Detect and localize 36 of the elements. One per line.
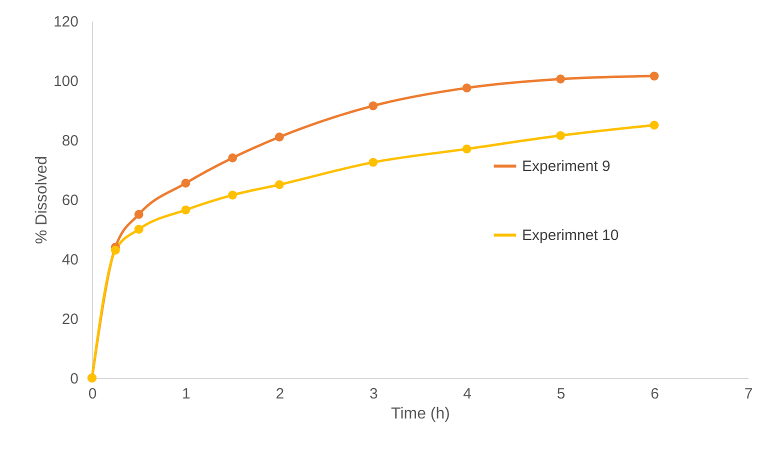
x-tick-label: 4 [463, 386, 472, 402]
y-tick-label: 60 [62, 192, 78, 209]
legend-label: Experimnet 10 [522, 227, 619, 244]
y-tick-label: 80 [62, 132, 78, 150]
y-tick-label: 0 [70, 370, 78, 388]
legend-label: Experiment 9 [522, 158, 610, 176]
point [274, 180, 284, 190]
point [134, 210, 144, 219]
point [556, 74, 566, 84]
point [181, 178, 190, 188]
point [181, 205, 190, 214]
x-tick-label: 5 [556, 386, 566, 402]
y-tick-label: 40 [62, 252, 78, 268]
x-tick-label: 3 [369, 386, 378, 402]
x-tick-label: 2 [276, 386, 284, 402]
x-tick-label: 0 [88, 386, 97, 402]
y-tick-label: 120 [53, 14, 78, 30]
point [228, 153, 238, 162]
point [274, 132, 284, 142]
point [368, 158, 378, 167]
y-tick-label: 20 [62, 311, 78, 328]
point [650, 72, 659, 80]
x-tick-label: 1 [182, 386, 190, 402]
y-axis-title: % Dissolved [33, 156, 50, 244]
x-axis-title: Time (h) [391, 406, 450, 422]
point [556, 131, 566, 140]
x-tick-label: 6 [650, 386, 659, 402]
point [462, 144, 472, 154]
x-tick-label: 7 [744, 386, 753, 402]
point [134, 224, 144, 234]
point [650, 120, 659, 130]
point [110, 246, 120, 255]
point [368, 101, 378, 110]
point [228, 190, 238, 200]
point [462, 83, 472, 92]
y-tick-label: 100 [53, 73, 78, 90]
